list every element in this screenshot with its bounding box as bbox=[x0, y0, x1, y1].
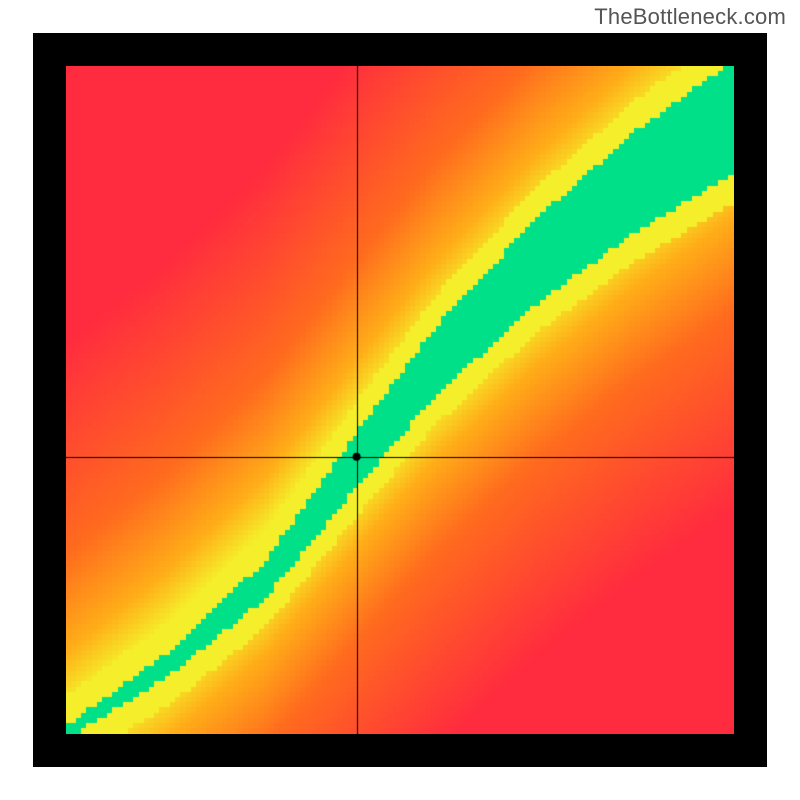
watermark-text: TheBottleneck.com bbox=[594, 4, 786, 30]
outer-black-frame bbox=[33, 33, 767, 767]
heatmap-canvas bbox=[66, 66, 734, 734]
heatmap-plot bbox=[66, 66, 734, 734]
